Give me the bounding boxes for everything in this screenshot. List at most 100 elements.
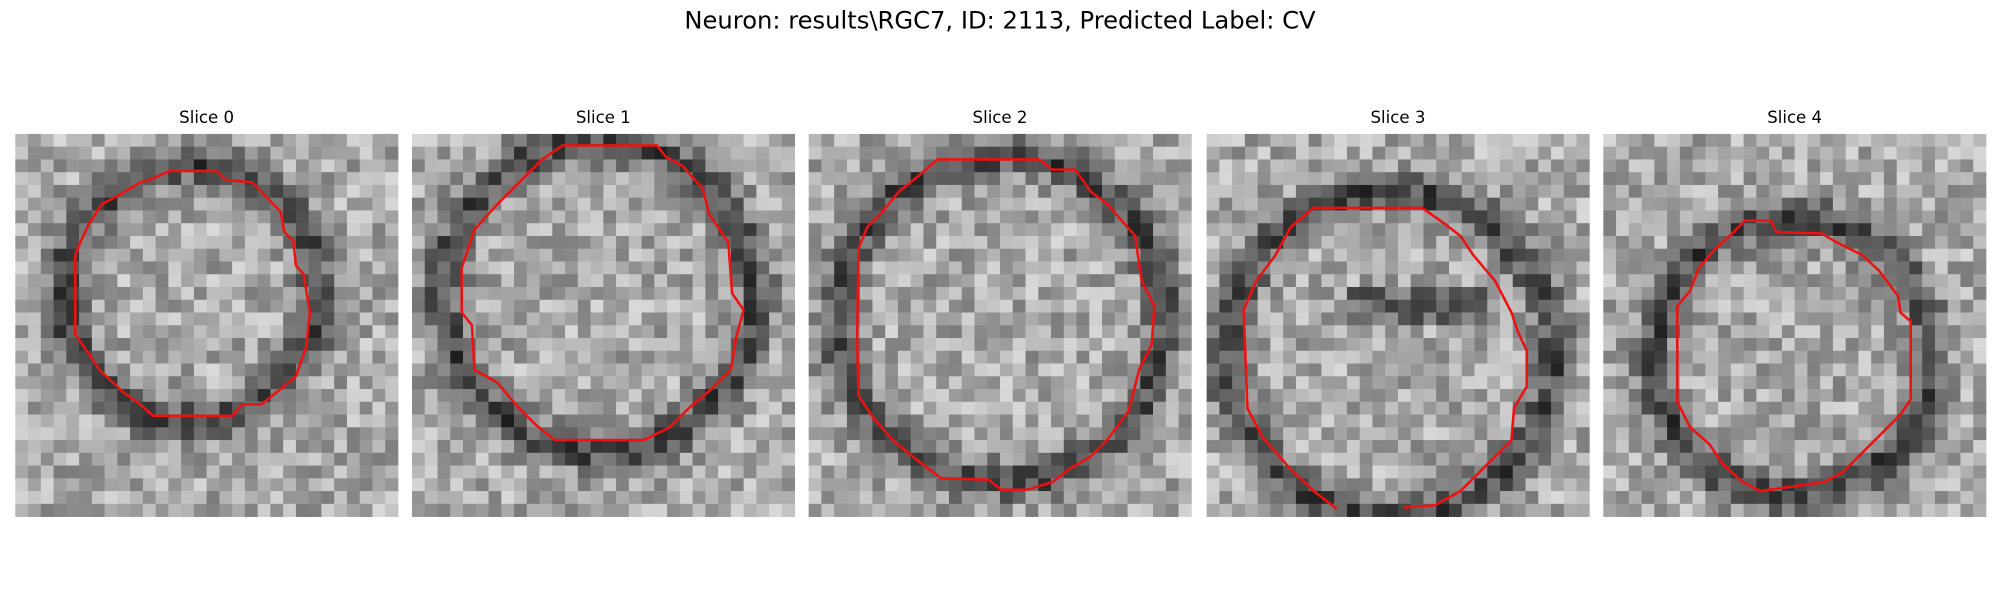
pixel [1973,159,1987,173]
pixel [1641,478,1655,492]
pixel [79,389,93,403]
pixel [117,172,131,186]
pixel [206,312,220,326]
pixel [385,235,399,250]
pixel [1436,350,1450,364]
pixel [923,223,937,237]
pixel [1372,376,1386,390]
pixel [283,401,297,415]
pixel [1436,325,1450,339]
pixel [1641,172,1655,186]
pixel [1372,261,1386,275]
pixel [936,440,950,454]
pixel [1140,478,1154,492]
pixel [411,325,426,339]
pixel [1883,159,1898,173]
pixel [206,440,220,454]
pixel [1346,210,1361,224]
pixel [1641,274,1655,288]
pixel [1896,452,1910,466]
pixel [781,210,796,224]
pixel [756,312,770,326]
pixel [1807,491,1821,505]
pixel [1321,184,1335,199]
pixel [1308,325,1322,339]
pixel [1641,338,1655,352]
pixel [1679,503,1693,517]
pixel [1372,363,1386,377]
pixel [1219,146,1233,160]
pixel [1909,299,1923,313]
pixel [1153,312,1167,326]
pixel [155,440,169,454]
pixel [1051,363,1065,377]
pixel [104,427,118,441]
pixel [91,312,105,326]
pixel [923,299,937,313]
pixel [526,184,540,199]
pixel [514,363,528,377]
pixel [654,235,668,250]
pixel [181,248,195,262]
pixel [577,491,591,505]
pixel [616,172,630,186]
pixel [1743,427,1757,441]
pixel [1654,401,1668,415]
pixel [1756,286,1770,301]
pixel [987,338,1001,352]
pixel [488,452,502,466]
pixel [1308,465,1322,479]
pixel [718,172,732,186]
pixel [1063,350,1077,364]
pixel [1922,159,1936,173]
pixel [321,503,335,517]
pixel [130,440,144,454]
pixel [667,197,681,211]
pixel [846,184,861,199]
pixel [603,414,617,428]
pixel [1257,465,1271,479]
pixel [705,491,719,505]
pixel [1883,478,1898,492]
pixel [181,274,195,288]
pixel [270,146,284,160]
pixel [1858,172,1872,186]
pixel [257,133,271,148]
pixel [1563,299,1577,313]
pixel [1359,338,1373,352]
pixel [1679,146,1693,160]
pixel [193,261,208,275]
pixel [1153,274,1167,288]
pixel [283,503,297,517]
pixel [1551,210,1565,224]
pixel [1346,172,1361,186]
pixel [808,248,822,262]
pixel [654,261,668,275]
pixel [1538,274,1552,288]
pixel [872,478,886,492]
pixel [91,172,105,186]
pixel [181,389,195,403]
pixel [526,248,540,262]
pixel [1871,223,1885,237]
pixel [577,261,591,275]
pixel [590,197,604,211]
pixel [1641,184,1655,199]
pixel [437,401,451,415]
pixel [1730,376,1745,390]
pixel [1165,478,1179,492]
pixel [346,159,361,173]
pixel [1628,197,1642,211]
pixel [603,274,617,288]
pixel [1127,159,1141,173]
pixel [334,376,348,390]
pixel [244,465,259,479]
pixel [66,261,80,275]
pixel [181,440,195,454]
pixel [1845,350,1859,364]
pixel [1153,452,1167,466]
pixel [1883,133,1898,148]
pixel [781,274,796,288]
pixel [961,286,975,301]
pixel [616,312,630,326]
